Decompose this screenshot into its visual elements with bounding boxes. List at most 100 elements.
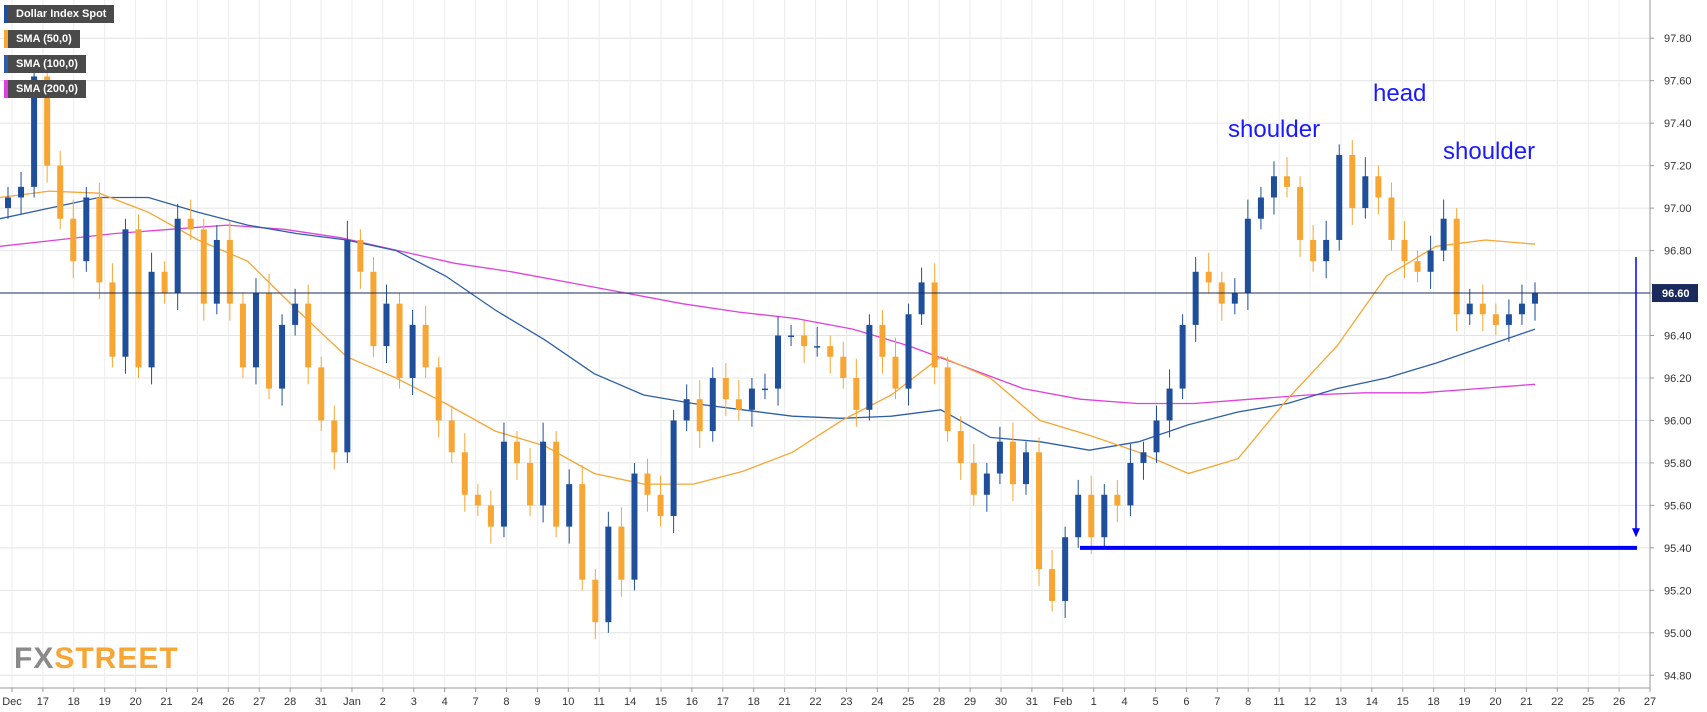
candle-down — [944, 367, 951, 432]
x-tick-label: 24 — [191, 696, 203, 708]
x-tick-label: 26 — [222, 696, 234, 708]
candle-up — [1362, 176, 1369, 209]
candle-up — [1323, 239, 1330, 262]
candle-up — [409, 324, 416, 378]
candle-down — [305, 303, 312, 368]
candle-up — [1270, 176, 1277, 198]
legend-label-sma-50: SMA (50,0) — [16, 33, 72, 45]
legend-swatch-sma-50 — [4, 30, 8, 48]
candle-down — [1114, 494, 1121, 506]
x-tick-label: 31 — [1026, 696, 1038, 708]
legend-dollar-index[interactable]: Dollar Index Spot — [4, 5, 115, 23]
candle-up — [383, 303, 390, 347]
candle-down — [579, 484, 586, 580]
candle-down — [1492, 314, 1499, 325]
candle-up — [252, 293, 259, 368]
candle-up — [148, 271, 155, 368]
x-tick-label: 8 — [503, 696, 509, 708]
target-arrow-head — [1632, 528, 1640, 538]
candle-down — [1388, 197, 1395, 240]
candle-up — [292, 303, 299, 325]
x-tick-label: 11 — [1273, 696, 1284, 708]
x-tick-label: 30 — [995, 696, 1007, 708]
candle-up — [631, 473, 638, 580]
candle-down — [1036, 452, 1043, 570]
annotation-left-shoulder: shoulder — [1228, 116, 1321, 143]
x-tick-label: 13 — [1335, 696, 1347, 708]
current-price-badge — [1652, 284, 1698, 303]
x-tick-label: 21 — [1520, 696, 1532, 708]
logo-fx: FX — [14, 642, 55, 675]
y-tick-label: 95.40 — [1664, 543, 1692, 555]
candle-up — [213, 239, 220, 304]
y-tick-label: 96.80 — [1664, 246, 1692, 258]
candle-up — [1179, 324, 1186, 389]
legend-swatch-sma-200 — [4, 80, 8, 98]
x-tick-label: 17 — [37, 696, 49, 708]
candle-up — [866, 324, 873, 410]
candle-up — [1153, 420, 1160, 453]
legend-sma-100[interactable]: SMA (100,0) — [4, 55, 86, 73]
logo-street: STREET — [54, 642, 179, 675]
candle-up — [1336, 155, 1343, 240]
candle-up — [1257, 197, 1264, 219]
x-tick-label: 15 — [1397, 696, 1409, 708]
x-tick-label: 20 — [1489, 696, 1501, 708]
candle-up — [1427, 250, 1434, 272]
y-tick-label: 96.20 — [1664, 373, 1692, 385]
candle-down — [1284, 176, 1291, 187]
x-tick-label: 9 — [534, 696, 540, 708]
candle-up — [761, 388, 768, 391]
y-tick-label: 94.80 — [1664, 670, 1692, 682]
candle-up — [996, 441, 1003, 474]
x-tick-label: 25 — [1582, 696, 1594, 708]
candle-down — [44, 76, 51, 166]
candle-up — [1127, 462, 1134, 506]
sma-100-line — [0, 196, 1536, 451]
x-tick-label: 7 — [1214, 696, 1220, 708]
y-tick-label: 95.00 — [1664, 628, 1692, 640]
x-tick-label: 28 — [284, 696, 296, 708]
candle-down — [422, 324, 429, 368]
candle-up — [83, 197, 90, 262]
candle-up — [814, 346, 821, 348]
plot-area — [0, 0, 1650, 688]
legend-sma-50[interactable]: SMA (50,0) — [4, 30, 80, 48]
candle-down — [957, 431, 964, 463]
legend-sma-200[interactable]: SMA (200,0) — [4, 80, 86, 98]
x-tick-label: Jan — [343, 696, 361, 708]
candle-up — [1023, 452, 1029, 485]
candle-down — [1088, 494, 1095, 538]
candle-up — [605, 526, 612, 623]
candle-up — [1231, 293, 1238, 304]
candle-up — [1440, 218, 1447, 251]
x-tick-label: 21 — [160, 696, 172, 708]
y-tick-label: 97.80 — [1664, 33, 1692, 45]
candle-down — [1009, 441, 1016, 485]
x-tick-label: 4 — [442, 696, 448, 708]
sma-200-line — [0, 224, 1536, 405]
candle-down — [57, 165, 64, 219]
x-tick-label: 28 — [933, 696, 945, 708]
candle-down — [370, 271, 377, 347]
x-tick-label: Dec — [2, 696, 22, 708]
candle-down — [70, 218, 77, 262]
candle-down — [474, 494, 481, 506]
candle-up — [279, 324, 286, 389]
annotation-head: head — [1373, 80, 1427, 107]
candle-down — [618, 526, 625, 580]
x-tick-label: 14 — [624, 696, 636, 708]
x-tick-label: 8 — [1245, 696, 1251, 708]
candle-down — [696, 399, 703, 432]
candle-up — [1101, 494, 1108, 538]
sma-50-line — [0, 190, 1536, 485]
x-tick-label: 18 — [68, 696, 80, 708]
x-tick-label: 7 — [473, 696, 479, 708]
fxstreet-logo: FXSTREET — [14, 642, 179, 676]
candle-down — [1310, 239, 1317, 262]
candle-down — [1349, 155, 1356, 209]
candle-down — [1297, 186, 1304, 240]
candle-up — [748, 388, 755, 410]
candle-down — [840, 356, 847, 378]
